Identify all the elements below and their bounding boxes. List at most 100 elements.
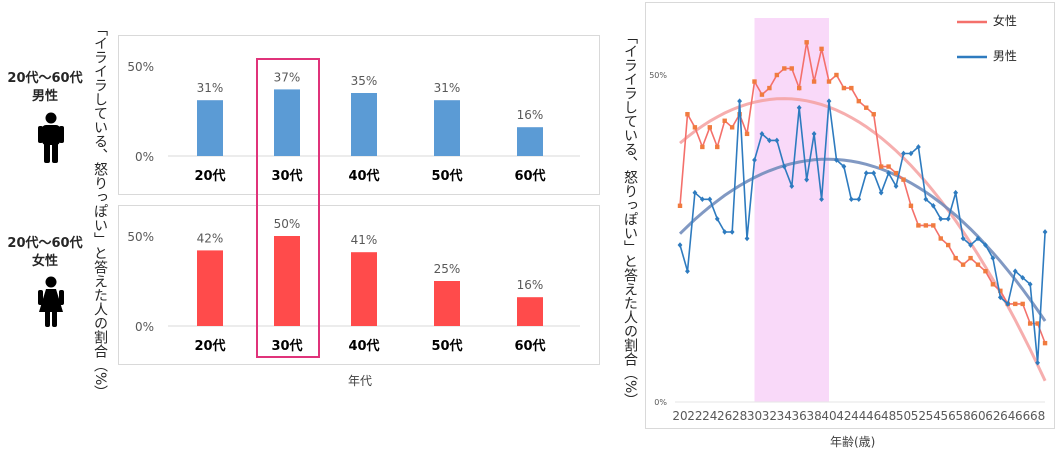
men-bar-2: [351, 93, 377, 156]
men-value-label-3: 31%: [434, 81, 461, 95]
female-point-44: [856, 98, 861, 104]
male-point-35: [789, 183, 795, 189]
xtick-66: 66: [1015, 409, 1030, 423]
xtick-20: 20: [672, 409, 687, 423]
men-bar-1: [274, 89, 300, 156]
female-point-23: [700, 144, 705, 150]
male-point-64: [1005, 301, 1011, 307]
women-category-label-3: 50代: [431, 338, 462, 354]
male-point-56: [945, 216, 951, 222]
legend-male-label: 男性: [992, 49, 1017, 63]
male-point-24: [707, 196, 713, 203]
female-point-37: [804, 40, 809, 45]
ytick-0: 0%: [654, 398, 667, 407]
xtick-36: 36: [792, 409, 807, 423]
male-point-46: [871, 170, 877, 176]
right-x-axis-label: 年齢(歳): [830, 435, 876, 449]
xtick-24: 24: [702, 409, 717, 423]
male-series-line: [679, 101, 1046, 363]
male-point-33: [774, 137, 780, 144]
xtick-60: 60: [970, 409, 985, 423]
male-point-57: [953, 189, 959, 196]
women-bar-2: [351, 252, 377, 326]
women-bar-1: [274, 236, 300, 326]
male-point-51: [908, 150, 914, 157]
xtick-32: 32: [762, 409, 777, 423]
male-point-59: [968, 242, 973, 248]
xtick-22: 22: [687, 409, 702, 423]
male-point-48: [886, 170, 891, 176]
male-point-52: [916, 144, 921, 150]
female-point-49: [893, 170, 899, 176]
left-bar-charts: 0% 50% 31% 20代 37% 30代 35% 40代 31% 50代 16% 60代 0% 50%…: [127, 58, 580, 358]
male-point-62: [990, 255, 996, 261]
men-category-label-1: 30代: [271, 168, 302, 184]
men-ytick-0: 0%: [135, 150, 154, 164]
male-point-29: [744, 235, 750, 242]
female-point-36: [797, 85, 802, 91]
legend-male: 男性: [955, 47, 1017, 64]
female-point-47: [878, 164, 884, 169]
male-point-49: [893, 183, 899, 189]
ytick-50: 50%: [649, 71, 667, 80]
xtick-54: 54: [926, 409, 941, 423]
female-point-24: [707, 125, 712, 130]
male-point-28: [737, 98, 742, 104]
male-point-32: [767, 137, 772, 144]
women-value-label-0: 42%: [197, 231, 224, 245]
women-ytick-50: 50%: [127, 230, 154, 244]
legend-female: 女性: [955, 12, 1017, 29]
women-bar-0: [197, 250, 223, 326]
male-point-69: [1042, 229, 1048, 235]
female-point-62: [990, 282, 996, 287]
men-value-label-4: 16%: [517, 108, 544, 122]
male-point-50: [901, 150, 906, 157]
female-point-53: [923, 223, 929, 228]
male-point-27: [729, 229, 735, 235]
female-point-40: [826, 79, 832, 84]
female-point-34: [782, 66, 787, 71]
male-point-40: [826, 98, 832, 104]
male-point-36: [796, 104, 802, 111]
female-point-52: [916, 223, 921, 228]
male-point-41: [834, 157, 839, 163]
women-label-line1: 20代～60代: [7, 236, 83, 251]
male-point-34: [781, 163, 787, 170]
male-point-47: [878, 189, 884, 196]
male-point-20: [677, 242, 683, 248]
xtick-34: 34: [777, 409, 792, 423]
male-point-22: [692, 189, 698, 196]
female-point-54: [931, 223, 936, 228]
male-point-38: [811, 131, 817, 137]
women-bar-3: [434, 281, 460, 326]
xtick-62: 62: [985, 409, 1000, 423]
men-label-line1: 20代～60代: [7, 71, 83, 86]
men-bar-0: [197, 100, 223, 156]
female-point-38: [811, 79, 817, 84]
male-point-37: [804, 176, 810, 183]
female-point-26: [722, 118, 727, 123]
legend-female-label: 女性: [992, 14, 1017, 28]
men-bar-3: [434, 100, 460, 156]
xtick-44: 44: [851, 409, 866, 423]
female-point-39: [819, 46, 824, 52]
men-category-label-2: 40代: [348, 168, 379, 184]
female-point-43: [849, 85, 854, 91]
right-y-axis-label: 「イライラしている、怒りっぽい」と答えた人の割合（%）: [622, 30, 638, 408]
male-point-65: [1012, 268, 1018, 274]
highlight-band-30s: [754, 18, 829, 402]
women-category-label-4: 60代: [514, 338, 545, 354]
women-category-label-0: 20代: [194, 338, 225, 354]
male-point-39: [819, 196, 824, 203]
women-bar-4: [517, 297, 543, 326]
male-point-66: [1020, 274, 1026, 281]
xtick-68: 68: [1030, 409, 1045, 423]
xtick-38: 38: [806, 409, 821, 423]
male-point-21: [685, 268, 690, 274]
female-point-42: [841, 85, 847, 91]
highlight-box-30s: [256, 58, 320, 358]
female-point-58: [960, 262, 966, 267]
women-label: 20代～60代 女性: [0, 235, 90, 271]
men-label: 20代～60代 男性: [0, 70, 90, 106]
male-point-53: [923, 196, 929, 203]
